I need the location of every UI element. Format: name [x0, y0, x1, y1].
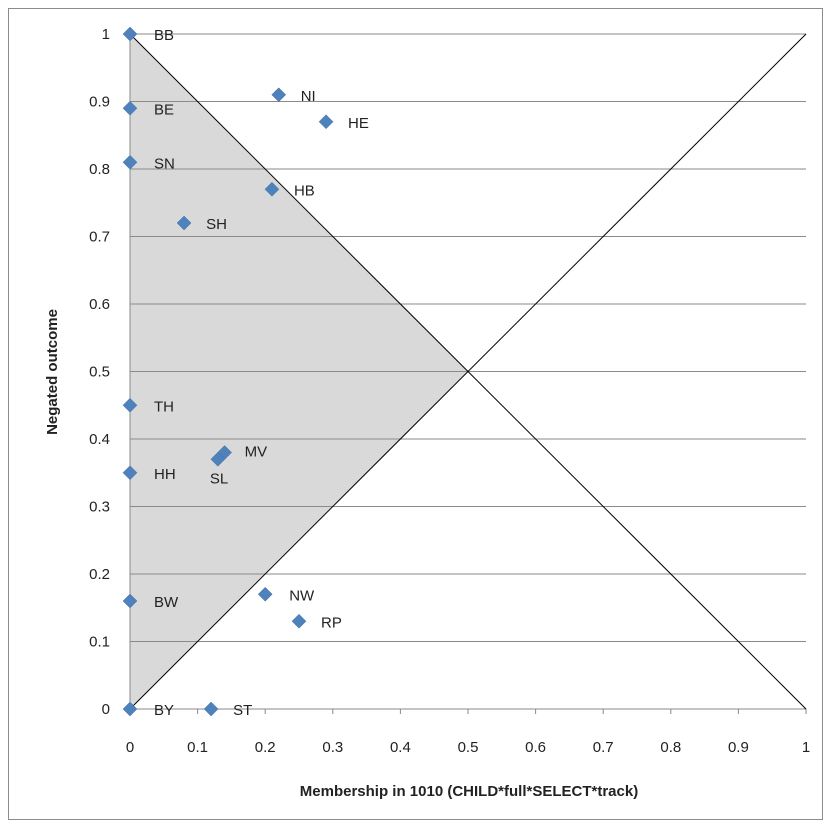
y-tick-label: 0.6 — [89, 296, 110, 313]
point-label-by: BY — [154, 702, 174, 719]
x-tick-label: 1 — [802, 739, 810, 756]
y-tick-label: 0.1 — [89, 634, 110, 651]
x-tick-label: 0.5 — [458, 739, 479, 756]
point-label-rp: RP — [321, 614, 342, 631]
x-tick-label: 0.3 — [322, 739, 343, 756]
point-st — [203, 701, 219, 717]
point-he — [318, 114, 334, 130]
point-ni — [271, 87, 287, 103]
y-tick-label: 0.9 — [89, 94, 110, 111]
x-tick-label: 0.9 — [728, 739, 749, 756]
y-tick-label: 0.3 — [89, 499, 110, 516]
x-tick-label: 0.4 — [390, 739, 411, 756]
x-tick-label: 0.6 — [525, 739, 546, 756]
point-th — [122, 397, 138, 413]
point-label-mv: MV — [245, 444, 268, 461]
point-label-sh: SH — [206, 216, 227, 233]
point-label-nw: NW — [289, 587, 315, 604]
point-label-be: BE — [154, 101, 174, 118]
point-be — [122, 100, 138, 116]
y-axis-title: Negated outcome — [44, 309, 61, 435]
point-label-sl: SL — [210, 470, 228, 487]
point-sn — [122, 154, 138, 170]
point-label-hb: HB — [294, 182, 315, 199]
point-label-he: HE — [348, 115, 369, 132]
x-tick-label: 0.1 — [187, 739, 208, 756]
x-tick-label: 0.2 — [255, 739, 276, 756]
x-tick-label: 0.7 — [593, 739, 614, 756]
point-label-bw: BW — [154, 594, 179, 611]
point-sh — [176, 215, 192, 231]
point-label-th: TH — [154, 398, 174, 415]
point-sl — [210, 451, 226, 467]
y-tick-label: 0.4 — [89, 431, 110, 448]
point-nw — [257, 586, 273, 602]
y-tick-label: 1 — [102, 26, 110, 43]
point-hh — [122, 465, 138, 481]
point-hb — [264, 181, 280, 197]
point-label-bb: BB — [154, 27, 174, 44]
anti-diagonal-line — [129, 33, 807, 710]
x-axis-title: Membership in 1010 (CHILD*full*SELECT*tr… — [300, 783, 638, 800]
y-tick-label: 0 — [102, 701, 110, 718]
point-label-hh: HH — [154, 466, 176, 483]
point-bw — [122, 593, 138, 609]
point-rp — [291, 613, 307, 629]
y-tick-label: 0.5 — [89, 364, 110, 381]
point-label-ni: NI — [301, 88, 316, 105]
y-tick-label: 0.8 — [89, 161, 110, 178]
x-tick-label: 0 — [126, 739, 134, 756]
point-by — [122, 701, 138, 717]
x-tick-label: 0.8 — [660, 739, 681, 756]
point-label-st: ST — [233, 702, 252, 719]
point-bb — [122, 26, 138, 42]
point-label-sn: SN — [154, 155, 175, 172]
y-tick-label: 0.2 — [89, 566, 110, 583]
y-tick-label: 0.7 — [89, 229, 110, 246]
